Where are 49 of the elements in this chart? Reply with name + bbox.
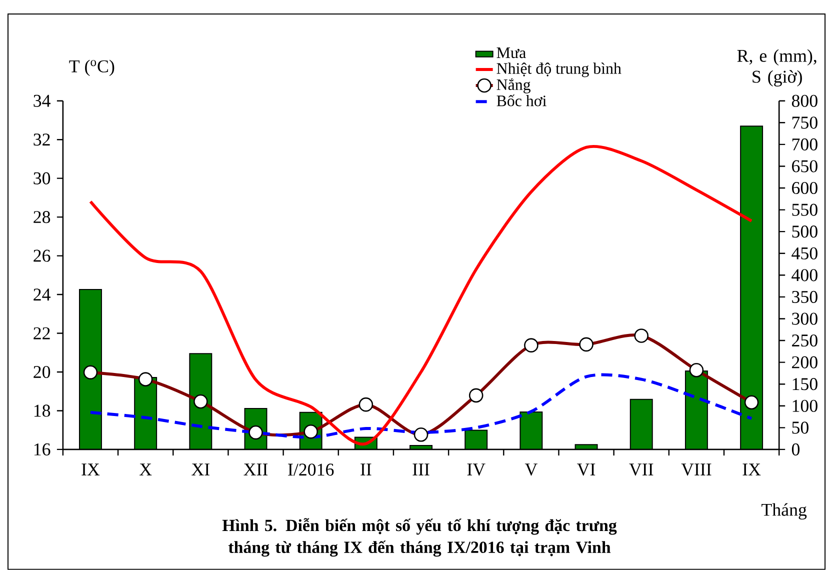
y2-tick-label: 600	[792, 182, 818, 194]
y-tick-label: 34	[34, 94, 50, 107]
text: Hình 5. Diễn biến một số yếu tố khí tượng đặc trưng tháng từ tháng IX đến tháng IX/2016 tại trạm Vinh	[222, 518, 617, 556]
y-tick-label: 20	[34, 366, 50, 378]
x-tick-label: X	[139, 463, 152, 476]
y2-tick-label: 100	[792, 400, 818, 412]
legend-label: Mưa	[496, 47, 526, 58]
y2-tick-label: 0	[792, 443, 800, 456]
y-axis-title: T ($^{o}$C)	[69, 60, 114, 76]
legend-label: Nắng	[496, 78, 530, 94]
y2-tick-label: 400	[792, 268, 818, 282]
y2-tick-label: 300	[792, 312, 818, 325]
y2-tick-label: 500	[792, 225, 818, 238]
y2-tick-label: 150	[792, 378, 818, 390]
y2-tick-label: 700	[792, 138, 818, 150]
legend-label: Nhiệt độ trung bình	[496, 62, 622, 77]
y2-axis-title: R, e (mm), S (giờ)	[737, 49, 816, 86]
y2-tick-label: 200	[792, 356, 818, 368]
y2-tick-label: 550	[792, 204, 818, 216]
y-tick-label: 18	[34, 404, 50, 417]
x-tick-label: VI	[577, 463, 596, 476]
x-axis-title: Tháng	[762, 503, 807, 520]
x-tick-label: V	[524, 463, 538, 476]
y-tick-label: 30	[34, 172, 50, 184]
x-tick-label: VIII	[681, 463, 712, 476]
y2-tick-label: 250	[792, 334, 818, 346]
y-tick-label: 28	[34, 210, 50, 223]
y-tick-label: 22	[34, 327, 50, 340]
y2-tick-label: 650	[792, 160, 818, 172]
y-tick-label: 32	[34, 133, 50, 146]
line-series	[88, 145, 754, 446]
x-tick-label: IX	[742, 463, 761, 476]
x-tick-label: XII	[244, 463, 268, 476]
y2-tick-label: 450	[792, 247, 818, 260]
legend-label: Bốc hơi	[496, 94, 546, 106]
x-tick-label: II	[360, 463, 372, 476]
y2-tick-label: 800	[792, 94, 818, 107]
y2-tick-label: 50	[792, 421, 808, 434]
x-tick-label: VII	[629, 463, 654, 476]
y2-tick-label: 750	[792, 116, 818, 129]
y-tick-label: 16	[34, 443, 50, 456]
x-tick-label: IV	[467, 463, 486, 476]
x-tick-label: I/2016	[288, 463, 334, 476]
y-tick-label: 26	[34, 250, 50, 262]
y-tick-label: 24	[34, 288, 50, 300]
x-tick-label: III	[412, 463, 430, 476]
x-tick-label: IX	[82, 463, 100, 476]
y2-tick-label: 350	[792, 290, 818, 303]
x-tick-label: XI	[192, 463, 210, 476]
